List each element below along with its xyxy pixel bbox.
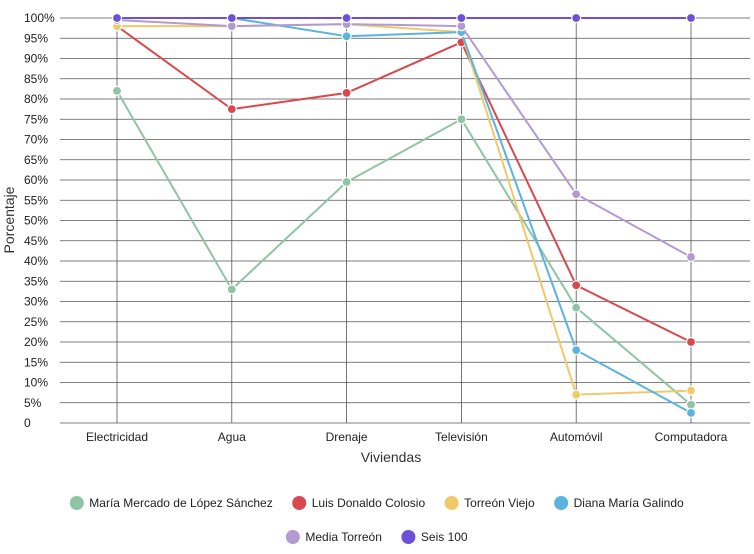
x-tick-label: Computadora bbox=[655, 430, 728, 444]
y-tick-label: 70% bbox=[24, 133, 48, 147]
y-axis-title: Porcentaje bbox=[1, 186, 17, 253]
x-tick-label: Automóvil bbox=[550, 430, 603, 444]
data-point[interactable] bbox=[341, 12, 352, 24]
legend-label: Diana María Galindo bbox=[574, 496, 684, 510]
x-tick-label: Agua bbox=[218, 430, 246, 444]
legend: María Mercado de López Sánchez Luis Donal… bbox=[69, 496, 684, 544]
data-point[interactable] bbox=[341, 31, 352, 42]
series-line bbox=[116, 19, 692, 258]
data-point[interactable] bbox=[685, 407, 697, 418]
y-tick-label: 75% bbox=[24, 112, 48, 126]
data-point[interactable] bbox=[571, 189, 582, 200]
legend-marker bbox=[69, 496, 84, 510]
series-line bbox=[116, 90, 692, 406]
legend-marker bbox=[285, 530, 300, 544]
y-tick-label: 85% bbox=[24, 72, 48, 86]
series-line bbox=[117, 17, 692, 414]
legend-marker bbox=[444, 496, 459, 510]
data-point[interactable] bbox=[111, 12, 123, 24]
series-line bbox=[117, 23, 692, 396]
legend-marker bbox=[401, 530, 416, 544]
data-point[interactable] bbox=[111, 85, 123, 97]
series bbox=[111, 12, 697, 418]
data-point[interactable] bbox=[226, 284, 237, 295]
series-5 bbox=[111, 12, 697, 24]
data-point[interactable] bbox=[226, 104, 237, 115]
data-point[interactable] bbox=[571, 12, 582, 24]
data-point[interactable] bbox=[456, 12, 467, 24]
legend-item[interactable]: Media Torreón bbox=[285, 530, 382, 544]
series-4 bbox=[111, 14, 697, 263]
data-point[interactable] bbox=[341, 87, 352, 99]
y-tick-label: 80% bbox=[24, 92, 48, 106]
y-tick-label: 40% bbox=[24, 254, 48, 268]
y-tick-label: 0 bbox=[24, 416, 31, 430]
legend-label: Media Torreón bbox=[305, 530, 382, 544]
legend-marker bbox=[554, 496, 569, 510]
series-3 bbox=[111, 12, 697, 418]
legend-label: Seis 100 bbox=[421, 530, 468, 544]
legend-item[interactable]: Luis Donaldo Colosio bbox=[292, 496, 425, 510]
legend-label: María Mercado de López Sánchez bbox=[89, 496, 272, 510]
data-point[interactable] bbox=[571, 302, 582, 313]
data-point[interactable] bbox=[341, 176, 352, 188]
y-tick-labels: 0 5% 10% 15% 20% 25% 30% 35% 40% 45% 50% 55% 60% 65% 7… bbox=[24, 11, 55, 430]
legend-label: Luis Donaldo Colosio bbox=[312, 496, 426, 510]
x-tick-label: Electricidad bbox=[86, 430, 148, 444]
y-tick-label: 35% bbox=[24, 274, 48, 288]
gridlines bbox=[60, 17, 750, 424]
legend-item[interactable]: Seis 100 bbox=[401, 530, 468, 544]
y-tick-label: 45% bbox=[24, 234, 48, 248]
legend-item[interactable]: Diana María Galindo bbox=[554, 496, 684, 510]
y-tick-label: 60% bbox=[24, 173, 48, 187]
legend-marker bbox=[292, 496, 307, 510]
y-tick-label: 20% bbox=[24, 335, 48, 349]
legend-item[interactable]: María Mercado de López Sánchez bbox=[69, 496, 273, 510]
y-tick-label: 95% bbox=[24, 31, 48, 45]
y-tick-label: 55% bbox=[24, 193, 48, 207]
data-point[interactable] bbox=[226, 12, 237, 24]
data-point[interactable] bbox=[571, 345, 582, 356]
data-point[interactable] bbox=[685, 385, 697, 396]
data-point[interactable] bbox=[685, 251, 697, 263]
series-line bbox=[116, 25, 692, 343]
series-1 bbox=[111, 21, 697, 348]
y-tick-label: 5% bbox=[24, 396, 42, 410]
y-tick-label: 90% bbox=[24, 52, 48, 66]
data-point[interactable] bbox=[685, 12, 697, 24]
data-point[interactable] bbox=[685, 336, 697, 348]
x-tick-label: Televisión bbox=[435, 430, 488, 444]
data-point[interactable] bbox=[571, 389, 582, 400]
y-tick-label: 100% bbox=[24, 11, 55, 25]
x-tick-labels: Electricidad Agua Drenaje Televisión Automóv… bbox=[86, 430, 728, 444]
x-axis-title: Viviendas bbox=[361, 449, 421, 465]
data-point[interactable] bbox=[571, 280, 582, 291]
legend-item[interactable]: Torreón Viejo bbox=[444, 496, 535, 510]
y-tick-label: 25% bbox=[24, 315, 48, 329]
data-point[interactable] bbox=[456, 114, 467, 125]
legend-label: Torreón Viejo bbox=[464, 496, 535, 510]
y-tick-label: 50% bbox=[24, 214, 48, 228]
x-tick-label: Drenaje bbox=[326, 430, 368, 444]
series-0 bbox=[111, 85, 697, 410]
y-tick-label: 65% bbox=[24, 153, 48, 167]
y-tick-label: 15% bbox=[24, 355, 48, 369]
y-tick-label: 10% bbox=[24, 376, 48, 390]
y-tick-label: 30% bbox=[24, 295, 48, 309]
